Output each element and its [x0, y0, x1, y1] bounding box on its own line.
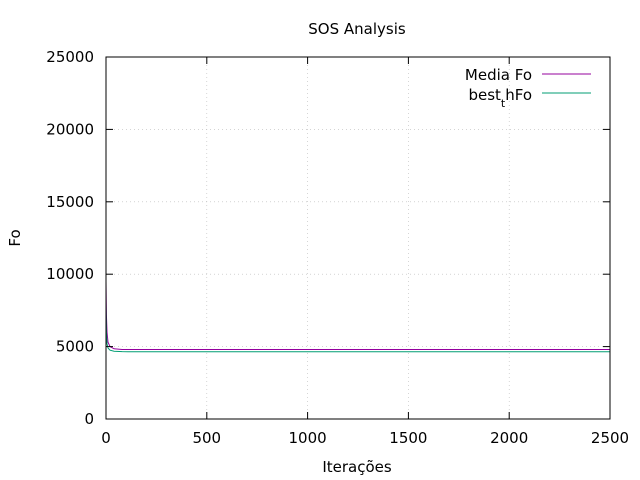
y-tick-label: 5000 [56, 338, 94, 356]
x-tick-label: 2500 [591, 429, 629, 447]
x-tick-label: 500 [192, 429, 221, 447]
axis-ticks: 0 5000 10000 15000 20000 25000 0 500 1000 1500 200… [46, 48, 629, 447]
plot-border [105, 56, 611, 420]
y-tick-label: 15000 [46, 193, 94, 211]
y-tick-label: 0 [84, 410, 94, 428]
legend-label-media-fo: Media Fo [465, 66, 532, 84]
series-line-1 [105, 303, 610, 353]
x-tick-label: 2000 [490, 429, 528, 447]
x-tick-label: 1000 [289, 429, 327, 447]
legend-label-best-thfo: bestthFo [468, 86, 532, 110]
x-tick-label: 0 [101, 429, 111, 447]
x-tick-label: 1500 [389, 429, 427, 447]
y-tick-label: 10000 [46, 265, 94, 283]
series-line-0 [105, 281, 610, 350]
y-axis-label: Fo [6, 229, 24, 246]
y-tick-label: 25000 [46, 48, 94, 66]
x-axis-label: Iterações [322, 458, 392, 476]
grid-lines [106, 57, 610, 419]
series-lines [105, 281, 610, 353]
y-tick-label: 20000 [46, 120, 94, 138]
chart-title: SOS Analysis [308, 20, 406, 38]
legend: Media Fo bestthFo [465, 66, 591, 110]
